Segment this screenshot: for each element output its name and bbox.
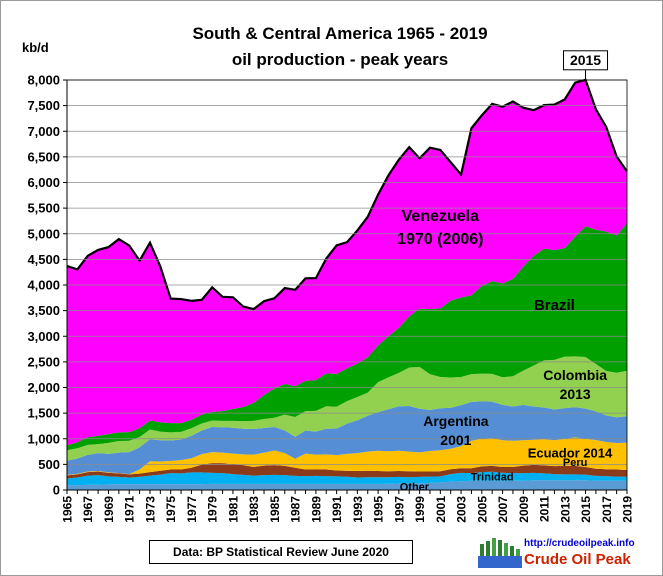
y-tick-label: 4,000 [27,278,60,293]
y-tick-label: 3,000 [27,329,60,344]
y-tick-label: 6,500 [27,149,60,164]
y-tick-label: 8,000 [27,73,60,88]
x-tick-label: 2015 [579,496,593,523]
x-tick-label: 1997 [392,496,406,523]
y-axis-unit: kb/d [22,40,49,55]
x-tick-label: 2007 [496,496,510,523]
label-peru: Peru [563,457,587,469]
y-tick-label: 7,000 [27,124,60,139]
crude-oil-peak-logo-icon [478,538,522,568]
total-line [66,78,628,311]
area-other [67,480,627,490]
x-tick-label: 2019 [621,496,635,523]
logo-url: http://crudeoilpeak.info [524,538,635,549]
x-tick-label: 2003 [455,496,469,523]
area-ecuador [67,437,627,476]
chart-title: South & Central America 1965 - 2019 [192,24,487,43]
area-argentina [67,401,627,475]
x-tick-label: 1989 [309,496,323,523]
x-tick-label: 1993 [351,496,365,523]
x-tick-label: 1991 [330,496,344,523]
x-tick-label: 1965 [61,496,75,523]
label-argentina-peak: 2001 [440,432,471,448]
x-tick-label: 1987 [289,496,303,523]
label-argentina: Argentina [423,413,489,429]
y-tick-label: 2,000 [27,380,60,395]
logo-name: Crude Oil Peak [524,551,631,568]
x-tick-label: 2013 [558,496,572,523]
x-tick-label: 2005 [475,496,489,523]
y-tick-label: 5,500 [27,201,60,216]
y-tick-label: 4,500 [27,252,60,267]
label-venezuela: Venezuela [402,208,479,225]
chart-subtitle: oil production - peak years [232,50,448,69]
x-tick-label: 1999 [413,496,427,523]
label-trinidad: Trinidad [471,471,514,483]
label-ecuador: Ecuador 2014 [528,445,613,460]
area-trinidad [67,471,627,486]
y-tick-label: 3,500 [27,303,60,318]
x-tick-label: 1983 [247,496,261,523]
x-tick-label: 1969 [102,496,116,523]
area-brazil [67,223,627,451]
label-colombia-peak: 2013 [560,386,591,402]
y-tick-label: 7,500 [27,98,60,113]
y-tick-label: 5,000 [27,226,60,241]
x-tick-label: 2009 [517,496,531,523]
source-note: Data: BP Statistical Review June 2020 [149,540,413,564]
x-tick-label: 1975 [164,496,178,523]
y-tick-label: 2,500 [27,354,60,369]
x-tick-label: 1979 [206,496,220,523]
peak-callout-label: 2015 [570,52,601,68]
label-venezuela-peak: 1970 (2006) [397,231,483,248]
y-tick-label: 0 [53,483,60,498]
area-colombia [67,356,627,461]
area-venezuela [67,79,627,446]
x-tick-label: 2011 [538,496,552,522]
y-tick-label: 1,000 [27,431,60,446]
x-tick-label: 1981 [226,496,240,523]
y-tick-label: 6,000 [27,175,60,190]
label-other: Other [400,482,430,494]
x-tick-label: 1977 [185,496,199,523]
y-tick-label: 1,500 [27,406,60,421]
x-tick-label: 1971 [123,496,137,523]
x-tick-label: 1973 [143,496,157,523]
label-brazil: Brazil [534,297,575,314]
x-tick-label: 2017 [600,496,614,523]
x-tick-label: 1967 [81,496,95,523]
x-tick-label: 1985 [268,496,282,523]
label-colombia: Colombia [543,367,607,383]
x-tick-label: 1995 [372,496,386,523]
y-tick-label: 500 [38,457,60,472]
x-tick-label: 2001 [434,496,448,523]
